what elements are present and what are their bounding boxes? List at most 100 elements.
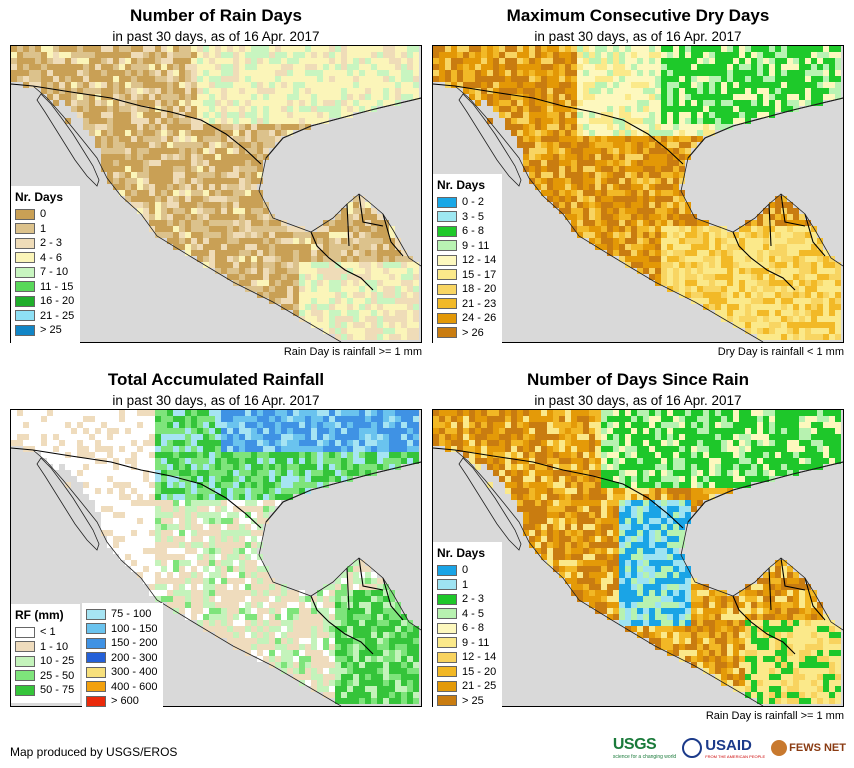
legend-label: 6 - 8 [462, 225, 485, 238]
legend-label: 6 - 8 [462, 622, 485, 635]
map-note: Rain Day is rainfall >= 1 mm [705, 710, 844, 722]
legend-item: > 25 [15, 323, 74, 338]
legend-item: 150 - 200 [86, 636, 157, 651]
legend-title: RF (mm) [15, 608, 64, 622]
legend-item: 21 - 25 [15, 309, 74, 324]
legend-item: 1 [15, 222, 74, 237]
legend-item: 7 - 10 [15, 265, 74, 280]
legend-label: 75 - 100 [111, 608, 152, 621]
legend-swatch [86, 681, 106, 693]
legend-label: 1 - 10 [40, 640, 69, 653]
legend-item: 4 - 5 [437, 607, 496, 622]
legend-swatch [437, 196, 457, 208]
map-raster [11, 410, 421, 706]
panel-title: Total Accumulated Rainfall [107, 370, 325, 389]
coastline [32, 449, 421, 706]
usgs-logo-text: USGS [612, 736, 657, 753]
legend-swatch [15, 295, 35, 307]
legend-item: < 1 [15, 625, 74, 640]
legend-item: > 600 [86, 694, 157, 709]
legend-swatch [437, 593, 457, 605]
legend-item: 100 - 150 [86, 622, 157, 637]
legend-swatch [437, 651, 457, 663]
legend-swatch [437, 283, 457, 295]
legend-item: 2 - 3 [15, 236, 74, 251]
legend-label: 200 - 300 [111, 651, 158, 664]
legend-title: Nr. Days [437, 546, 486, 560]
legend-swatch [86, 623, 106, 635]
legend-swatch [437, 666, 457, 678]
legend-item: 0 [437, 563, 496, 578]
legend-label: 0 [462, 564, 469, 577]
legend-swatch [437, 211, 457, 223]
legend-label: 21 - 25 [40, 309, 75, 322]
legend-label: 11 - 15 [40, 280, 74, 293]
legend-item: 300 - 400 [86, 665, 157, 680]
legend-swatch [15, 626, 35, 638]
raster-cells [11, 46, 419, 340]
legend-item: 9 - 11 [437, 636, 496, 651]
usgs-tagline: science for a changing world [612, 754, 677, 760]
legend-item: 24 - 26 [437, 311, 496, 326]
legend-swatch [15, 208, 35, 220]
fews-logo-text: FEWS NET [789, 742, 846, 754]
legend-item: 18 - 20 [437, 282, 496, 297]
map-rain-days[interactable] [10, 45, 422, 343]
legend-item: 1 - 10 [15, 640, 74, 655]
coastline [454, 449, 843, 706]
legend-label: 4 - 5 [462, 607, 485, 620]
map-raster [433, 46, 843, 342]
panel-subtitle: in past 30 days, as of 16 Apr. 2017 [112, 29, 320, 44]
legend-item: 21 - 23 [437, 297, 496, 312]
legend-item: > 26 [437, 326, 496, 341]
legend-item: 3 - 5 [437, 210, 496, 225]
logos: USGS science for a changing world USAID … [613, 736, 846, 760]
usaid-logo-text: USAID [705, 737, 752, 754]
legend-label: 15 - 20 [462, 665, 497, 678]
fews-logo[interactable]: FEWS NET [771, 740, 846, 756]
legend-title: Nr. Days [15, 190, 64, 204]
legend-item: 9 - 11 [437, 239, 496, 254]
legend-item: 1 [437, 578, 496, 593]
legend-item: 6 - 8 [437, 621, 496, 636]
legend-label: 10 - 25 [40, 655, 75, 668]
map-total-rainfall[interactable] [10, 409, 422, 707]
legend-swatch [437, 254, 457, 266]
map-raster [433, 410, 843, 706]
legend-swatch [437, 269, 457, 281]
legend-swatch [437, 240, 457, 252]
legend-item: 21 - 25 [437, 679, 496, 694]
usaid-logo[interactable]: USAID FROM THE AMERICAN PEOPLE [682, 737, 765, 759]
legend-swatch [15, 310, 35, 322]
coastline [32, 85, 421, 342]
legend-item: 12 - 14 [437, 650, 496, 665]
legend-item: 0 [15, 207, 74, 222]
legend-item: 0 - 2 [437, 195, 496, 210]
fews-globe-icon [771, 740, 788, 756]
legend-swatch [437, 608, 457, 620]
legend-swatch [15, 684, 35, 696]
legend-item: 6 - 8 [437, 224, 496, 239]
legend-swatch [437, 637, 457, 649]
legend-label: 15 - 17 [462, 268, 497, 281]
legend-label: 16 - 20 [40, 295, 75, 308]
legend-swatch [437, 327, 457, 339]
legend-label: 0 [40, 208, 47, 221]
usgs-logo[interactable]: USGS science for a changing world [613, 736, 676, 760]
panel-subtitle: in past 30 days, as of 16 Apr. 2017 [534, 393, 742, 408]
coastline [454, 85, 843, 342]
legend-swatch [86, 695, 106, 707]
legend-swatch [437, 225, 457, 237]
legend-item: 2 - 3 [437, 592, 496, 607]
legend-label: 9 - 11 [462, 636, 490, 649]
legend-swatch [15, 266, 35, 278]
legend-item: 200 - 300 [86, 651, 157, 666]
raster-cells [433, 410, 841, 704]
legend-label: 18 - 20 [462, 283, 497, 296]
legend-label: 4 - 6 [40, 251, 63, 264]
legend-swatch [437, 564, 457, 576]
legend-label: 24 - 26 [462, 312, 497, 325]
